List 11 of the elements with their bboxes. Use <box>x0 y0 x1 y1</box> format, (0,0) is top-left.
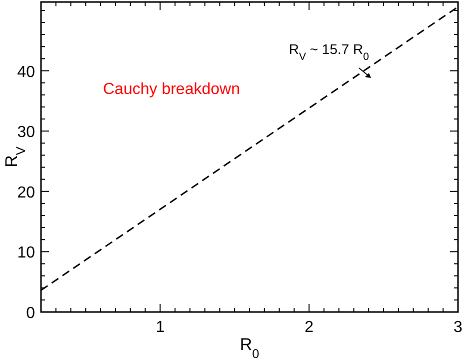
x-tick-label: 2 <box>304 319 314 336</box>
y-tick-label: 10 <box>17 244 36 262</box>
y-tick-label: 40 <box>17 64 36 81</box>
annotation: Cauchy breakdown <box>103 81 240 98</box>
y-tick-label: 20 <box>17 184 36 202</box>
y-tick-label: 30 <box>17 124 36 142</box>
x-axis-title: R$_{0}$ <box>240 335 260 358</box>
annotation: R$_{V}$ ~ 15.7 R$_{0}$ <box>288 41 370 63</box>
x-tick-label: 3 <box>454 319 463 336</box>
x-tick-label: 1 <box>156 319 165 336</box>
y-tick-label: 0 <box>26 305 36 322</box>
